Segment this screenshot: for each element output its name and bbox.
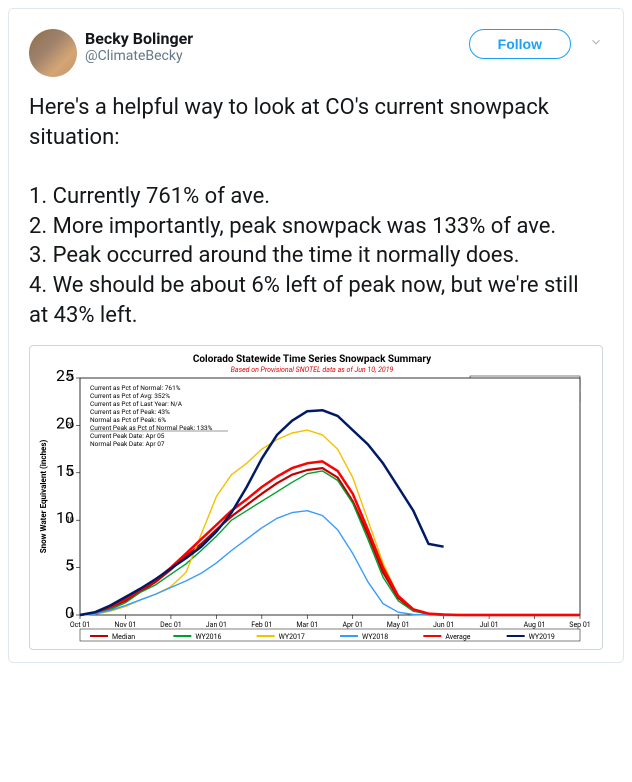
svg-text:Mar 01: Mar 01 <box>296 621 318 629</box>
svg-text:Sep 01: Sep 01 <box>569 621 590 629</box>
user-block[interactable]: Becky Bolinger @ClimateBecky <box>85 29 461 65</box>
user-handle: @ClimateBecky <box>85 48 461 65</box>
svg-text:Aug 01: Aug 01 <box>524 621 546 629</box>
svg-text:Snow Water Equivalent (inches): Snow Water Equivalent (inches) <box>39 439 48 553</box>
tweet-header: Becky Bolinger @ClimateBecky Follow <box>29 29 603 77</box>
svg-text:Based on Provisional SNOTEL da: Based on Provisional SNOTEL data as of J… <box>231 366 394 374</box>
svg-text:Jun 01: Jun 01 <box>433 621 454 629</box>
svg-text:WY2019: WY2019 <box>529 633 555 641</box>
svg-text:Current as Pct of Avg: 352%: Current as Pct of Avg: 352% <box>90 392 170 400</box>
svg-text:Current Peak Date: Apr 05: Current Peak Date: Apr 05 <box>90 432 165 440</box>
svg-text:WY2017: WY2017 <box>279 633 305 641</box>
svg-text:Jan 01: Jan 01 <box>206 621 227 629</box>
svg-text:Colorado Statewide Time Series: Colorado Statewide Time Series Snowpack … <box>193 354 432 365</box>
svg-text:Current Peak as Pct of Norma: Current Peak as Pct of Normal Peak: 133% <box>90 424 213 432</box>
svg-text:Average: Average <box>445 633 470 641</box>
avatar[interactable] <box>29 29 77 77</box>
svg-text:Normal as Pct of Peak: 6%: Normal as Pct of Peak: 6% <box>90 416 166 424</box>
svg-text:Nov 01: Nov 01 <box>114 621 136 629</box>
svg-text:Feb 01: Feb 01 <box>251 621 272 629</box>
svg-text:10: 10 <box>66 516 74 524</box>
svg-text:Current as Pct of Normal: 76: Current as Pct of Normal: 761% <box>90 384 181 392</box>
svg-text:Jul 01: Jul 01 <box>480 621 499 629</box>
chevron-down-icon[interactable] <box>589 35 603 49</box>
svg-text:25: 25 <box>66 374 74 382</box>
svg-text:Oct 01: Oct 01 <box>70 621 90 629</box>
snowpack-chart: Colorado Statewide Time Series Snowpack … <box>32 350 592 645</box>
tweet-text: Here's a helpful way to look at CO's cur… <box>29 93 603 331</box>
svg-text:Dec 01: Dec 01 <box>160 621 182 629</box>
svg-text:0: 0 <box>70 611 74 619</box>
display-name: Becky Bolinger <box>85 29 461 48</box>
svg-text:20: 20 <box>66 421 74 429</box>
svg-text:Current as Pct of Peak: 43%: Current as Pct of Peak: 43% <box>90 408 170 416</box>
tweet-card: Becky Bolinger @ClimateBecky Follow Here… <box>8 8 624 663</box>
svg-text:Current as Pct of Last Year:: Current as Pct of Last Year: N/A <box>90 400 183 408</box>
svg-text:Normal Peak Date: Apr 07: Normal Peak Date: Apr 07 <box>90 440 165 448</box>
svg-text:Apr 01: Apr 01 <box>342 621 362 629</box>
svg-text:15: 15 <box>66 468 74 476</box>
svg-text:5: 5 <box>70 563 74 571</box>
svg-text:WY2018: WY2018 <box>362 633 388 641</box>
chart-container: Colorado Statewide Time Series Snowpack … <box>29 345 603 650</box>
follow-button[interactable]: Follow <box>469 29 571 59</box>
svg-text:WY2016: WY2016 <box>195 633 221 641</box>
svg-text:May 01: May 01 <box>387 621 410 629</box>
svg-text:Median: Median <box>112 633 135 641</box>
